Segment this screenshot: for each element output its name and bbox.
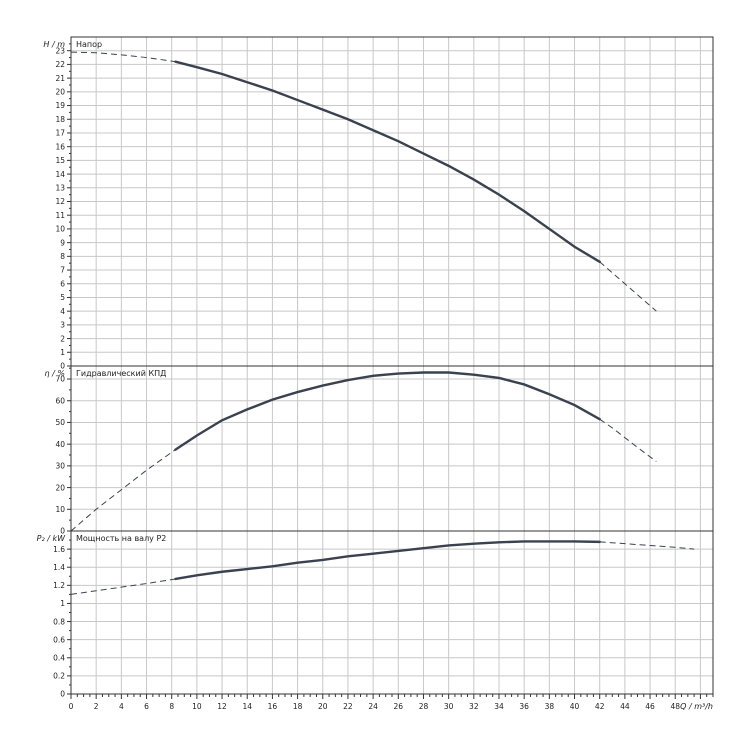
x-tick-label: 4 [119, 702, 124, 711]
x-tick-label: 20 [318, 702, 328, 711]
y-tick-label: 0.2 [53, 672, 65, 681]
y-tick-label: 23 [55, 46, 65, 55]
y-tick-label: 1 [60, 599, 65, 608]
y-tick-label: 18 [55, 115, 65, 124]
x-tick-label: 24 [368, 702, 378, 711]
y-tick-label: 0.4 [53, 653, 65, 662]
curve-extrapolated [599, 418, 657, 462]
y-tick-label: 7 [60, 266, 65, 275]
y-tick-label: 1.4 [53, 563, 65, 572]
y-tick-label: 0 [60, 690, 65, 699]
curve-extrapolated [599, 541, 695, 550]
y-tick-label: 20 [55, 88, 65, 97]
x-tick-label: 30 [444, 702, 454, 711]
y-tick-label: 10 [55, 505, 65, 514]
y-tick-label: 30 [55, 462, 65, 471]
panel-title: Мощность на валу P2 [76, 534, 166, 543]
y-tick-label: 16 [55, 142, 65, 151]
y-tick-label: 1 [60, 348, 65, 357]
x-tick-label: 44 [620, 702, 630, 711]
curve-operating-range [174, 540, 601, 581]
y-tick-label: 21 [55, 74, 65, 83]
x-tick-label: 26 [394, 702, 404, 711]
y-tick-label: 22 [55, 60, 65, 69]
y-tick-label: 11 [55, 211, 65, 220]
y-tick-label: 0 [60, 362, 65, 371]
y-tick-label: 40 [55, 440, 65, 449]
x-tick-label: 38 [545, 702, 555, 711]
panel-frame [70, 365, 714, 532]
panel-title: Гидравлический КПД [76, 369, 166, 378]
x-tick-label: 16 [268, 702, 278, 711]
y-axis-label: H / m [43, 40, 65, 49]
y-tick-label: 60 [55, 396, 65, 405]
x-tick-label: 2 [94, 702, 99, 711]
y-tick-label: 6 [60, 279, 65, 288]
y-tick-label: 10 [55, 225, 65, 234]
panel-frame [70, 530, 714, 695]
y-tick-label: 3 [60, 321, 65, 330]
x-tick-label: 0 [69, 702, 74, 711]
y-tick-label: 4 [60, 307, 65, 316]
x-tick-label: 18 [293, 702, 303, 711]
curve-extrapolated [599, 261, 657, 312]
curve-extrapolated [70, 51, 176, 63]
y-tick-label: 2 [60, 334, 65, 343]
y-tick-label: 8 [60, 252, 65, 261]
x-tick-label: 32 [469, 702, 479, 711]
y-tick-label: 1.2 [53, 581, 65, 590]
y-tick-label: 0.6 [53, 635, 65, 644]
curve-extrapolated [70, 449, 176, 532]
panel-title: Напор [76, 40, 102, 49]
y-tick-label: 5 [60, 293, 65, 302]
curve-extrapolated [70, 578, 176, 595]
y-tick-label: 70 [55, 375, 65, 384]
x-tick-label: 34 [494, 702, 504, 711]
x-tick-label: 46 [645, 702, 655, 711]
y-tick-label: 20 [55, 483, 65, 492]
x-tick-label: 8 [169, 702, 174, 711]
x-tick-label: 28 [419, 702, 429, 711]
y-tick-label: 19 [55, 101, 65, 110]
y-tick-label: 15 [55, 156, 65, 165]
x-tick-label: 36 [519, 702, 529, 711]
x-tick-label: 6 [144, 702, 149, 711]
x-tick-label: 40 [570, 702, 580, 711]
y-tick-label: 9 [60, 238, 65, 247]
x-tick-label: 12 [217, 702, 227, 711]
y-axis-label: η / % [45, 369, 65, 378]
x-tick-label: 48 [670, 702, 680, 711]
x-tick-label: 10 [192, 702, 202, 711]
x-tick-label: 22 [343, 702, 353, 711]
y-tick-label: 0.8 [53, 617, 65, 626]
x-axis-label: Q / m³/h [680, 702, 713, 711]
x-tick-label: 14 [242, 702, 252, 711]
y-tick-label: 17 [55, 129, 65, 138]
curve-operating-range [174, 371, 601, 451]
y-tick-label: 0 [60, 527, 65, 536]
y-axis-label: P₂ / kW [37, 534, 66, 543]
y-tick-label: 50 [55, 418, 65, 427]
curve-operating-range [174, 60, 601, 264]
y-tick-label: 12 [55, 197, 65, 206]
y-tick-label: 1.6 [53, 545, 65, 554]
x-tick-label: 42 [595, 702, 605, 711]
y-tick-label: 13 [55, 183, 65, 192]
y-tick-label: 14 [55, 170, 65, 179]
